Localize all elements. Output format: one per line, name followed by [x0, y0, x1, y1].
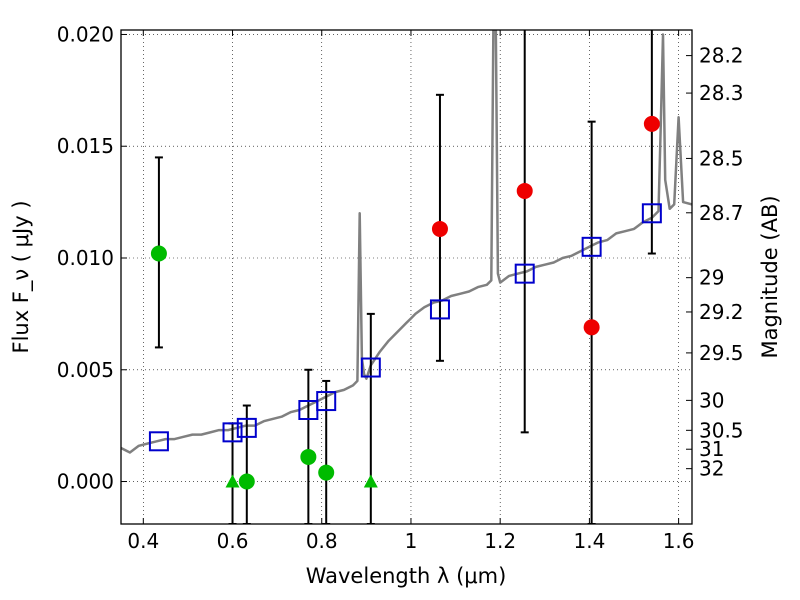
green-circle-point — [150, 245, 167, 262]
x-axis-title: Wavelength λ (μm) — [306, 564, 507, 588]
y-tick-label: 0.005 — [57, 358, 114, 382]
x-tick-label: 1.2 — [484, 529, 516, 553]
x-tick-label: 0.8 — [306, 529, 338, 553]
green-triangle-point — [225, 474, 240, 488]
plot-area — [121, 30, 692, 524]
green-circle-point — [300, 448, 317, 465]
red-circle-point — [643, 115, 660, 132]
red-circle-point — [516, 182, 533, 199]
y-axis-title: Flux F_ν ( μJy ) — [9, 200, 34, 353]
plot-background — [121, 30, 692, 524]
right-tick-label: 30.5 — [699, 418, 744, 442]
model-square-point — [581, 236, 602, 257]
x-tick-label: 1.6 — [663, 529, 695, 553]
model-square-point — [360, 357, 381, 378]
model-square-point — [641, 203, 662, 224]
plot-frame — [120, 29, 693, 525]
y-tick-label: 0.015 — [57, 134, 114, 158]
y-tick-label: 0.010 — [57, 246, 114, 270]
right-tick-label: 29.5 — [699, 341, 744, 365]
model-square-point — [514, 263, 535, 284]
model-square-point — [236, 417, 257, 438]
green-circle-point — [318, 464, 335, 481]
model-square-point — [148, 431, 169, 452]
axes: 0.4 0.6 0.8 1 1.2 1.4 1.6 0.000 0.005 0.010 0.015 0… — [57, 22, 744, 553]
model-square-point — [222, 422, 243, 443]
right-tick-label: 30 — [699, 388, 724, 412]
right-tick-label: 28.3 — [699, 81, 744, 105]
model-square-point — [429, 299, 450, 320]
right-axis-title: Magnitude (AB) — [758, 195, 782, 358]
y-tick-label: 0.000 — [57, 470, 114, 494]
green-circle-point — [238, 473, 255, 490]
x-tick-label: 1.4 — [573, 529, 605, 553]
right-tick-label: 32 — [699, 457, 724, 481]
right-tick-label: 29 — [699, 266, 724, 290]
right-tick-label: 28.2 — [699, 44, 744, 68]
green-triangle-point — [363, 474, 378, 488]
red-circle-point — [431, 220, 448, 237]
right-tick-label: 31 — [699, 437, 724, 461]
x-tick-label: 0.6 — [217, 529, 249, 553]
y-tick-label: 0.020 — [57, 22, 114, 46]
right-tick-label: 29.2 — [699, 300, 744, 324]
red-circle-point — [583, 319, 600, 336]
model-spectrum-line — [121, 30, 692, 454]
x-tick-label: 0.4 — [127, 529, 159, 553]
model-square-point — [316, 391, 337, 412]
x-tick-label: 1 — [405, 529, 418, 553]
right-tick-label: 28.5 — [699, 146, 744, 170]
right-tick-label: 28.7 — [699, 201, 744, 225]
